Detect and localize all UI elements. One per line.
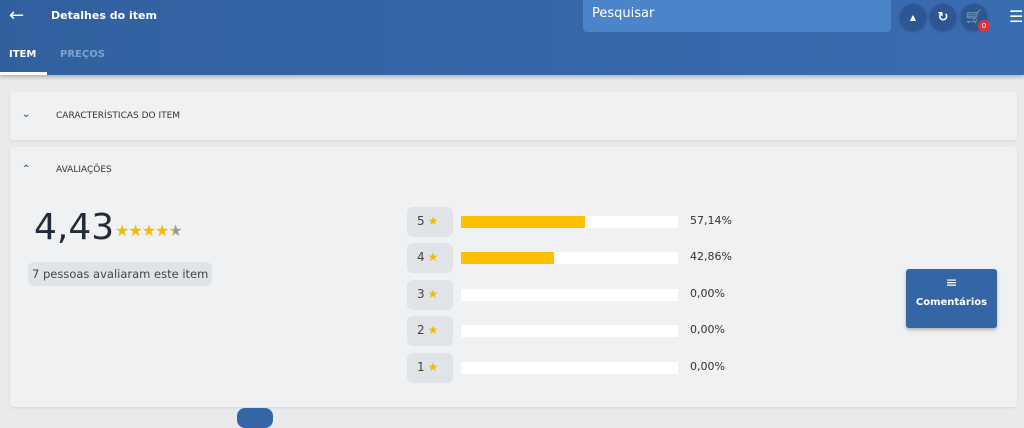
rating-stars: ★★★★★ <box>115 221 183 240</box>
back-arrow-icon[interactable]: ← <box>9 5 25 26</box>
star-icon: ★ <box>427 214 439 228</box>
star-icon: ★ <box>427 360 439 374</box>
rating-bar-fill <box>461 216 585 228</box>
star-level-badge: 5 ★ <box>407 207 453 237</box>
star-level-badge: 2 ★ <box>407 316 453 346</box>
rating-percent: 57,14% <box>690 214 732 227</box>
star-level: 5 <box>417 214 425 228</box>
list-icon: ≡ <box>945 275 958 291</box>
rating-percent: 0,00% <box>690 323 725 336</box>
search-input[interactable]: Pesquisar <box>583 0 891 32</box>
active-tab-indicator <box>0 72 47 75</box>
page-title: Detalhes do item <box>51 9 157 22</box>
star-level-badge: 4 ★ <box>407 243 453 273</box>
floating-button[interactable] <box>237 408 273 428</box>
star-level: 4 <box>417 250 425 264</box>
chevron-up-icon[interactable]: ⌃ <box>22 164 31 175</box>
scroll-up-button[interactable]: ▲ <box>900 4 926 30</box>
star-level: 1 <box>417 360 425 374</box>
chevron-down-icon[interactable]: ⌄ <box>22 109 31 120</box>
tab-item[interactable]: ITEM <box>9 49 37 60</box>
comments-button[interactable]: ≡ Comentários <box>906 269 997 328</box>
partial-star-icon: ★ <box>168 221 182 240</box>
rating-bar <box>461 289 678 301</box>
characteristics-panel[interactable]: ⌄ CARACTERÍSTICAS DO ITEM <box>10 92 1017 140</box>
reviews-header[interactable]: AVALIAÇÕES <box>56 165 112 175</box>
rating-bar <box>461 216 678 228</box>
cart-count-badge: 0 <box>978 20 990 32</box>
star-icon: ★ <box>427 250 439 264</box>
star-level: 2 <box>417 323 425 337</box>
star-level: 3 <box>417 287 425 301</box>
cart-button[interactable]: 🛒 0 <box>961 4 990 32</box>
star-level-badge: 1 ★ <box>407 353 453 383</box>
refresh-button[interactable]: ↻ <box>930 4 956 30</box>
reviews-panel: ⌃ AVALIAÇÕES 4,43 ★★★★★ 7 pessoas avalia… <box>10 147 1017 407</box>
rating-count: 7 pessoas avaliaram este item <box>28 262 213 286</box>
rating-percent: 0,00% <box>690 287 725 300</box>
rating-bar <box>461 252 678 264</box>
rating-row-4: 4 ★ 42,86% <box>407 243 747 273</box>
average-rating: 4,43 <box>34 207 115 248</box>
star-icon: ★★★★ <box>115 221 169 240</box>
star-icon: ★ <box>427 323 439 337</box>
rating-percent: 0,00% <box>690 360 725 373</box>
rating-bar <box>461 325 678 337</box>
cart-icon: 🛒 <box>965 9 983 25</box>
caret-up-icon: ▲ <box>909 12 917 22</box>
rating-bar <box>461 362 678 374</box>
comments-label: Comentários <box>915 297 988 308</box>
star-level-badge: 3 ★ <box>407 280 453 310</box>
rating-row-2: 2 ★ 0,00% <box>407 316 747 346</box>
tab-precos[interactable]: PREÇOS <box>60 49 105 60</box>
star-icon: ★ <box>427 287 439 301</box>
menu-icon[interactable]: ☰ <box>1009 7 1024 26</box>
rating-row-3: 3 ★ 0,00% <box>407 280 747 310</box>
rating-row-5: 5 ★ 57,14% <box>407 207 747 237</box>
characteristics-header[interactable]: CARACTERÍSTICAS DO ITEM <box>56 111 181 121</box>
app-header: ← Detalhes do item Pesquisar ▲ ↻ 🛒 0 ☰ IT… <box>0 0 1024 75</box>
rating-percent: 42,86% <box>690 250 732 263</box>
rating-bar-fill <box>461 252 554 264</box>
rating-row-1: 1 ★ 0,00% <box>407 353 747 383</box>
refresh-icon: ↻ <box>937 9 949 25</box>
